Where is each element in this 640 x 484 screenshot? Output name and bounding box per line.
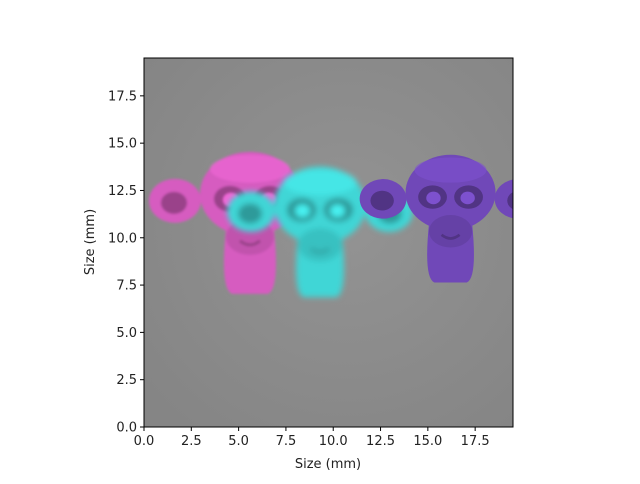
y-tick-label: 12.5: [108, 184, 137, 199]
y-tick-label: 5.0: [116, 326, 137, 341]
muzzle: [297, 228, 343, 262]
x-tick-label: 2.5: [181, 434, 202, 449]
x-tick-label: 17.5: [461, 434, 490, 449]
x-tick-label: 7.5: [276, 434, 297, 449]
right-eye: [460, 191, 475, 205]
left-ear-inner: [238, 203, 263, 224]
right-ear-inner: [507, 192, 513, 210]
right-eye: [330, 204, 345, 218]
y-tick-label: 7.5: [116, 279, 137, 294]
muzzle: [428, 215, 473, 248]
monkey-head: [359, 154, 513, 283]
y-tick-label: 15.0: [108, 137, 137, 152]
y-tick-label: 0.0: [116, 421, 137, 436]
brow-highlight: [209, 154, 290, 183]
left-ear-inner: [160, 191, 187, 214]
x-tick-label: 10.0: [319, 434, 348, 449]
x-tick-label: 5.0: [228, 434, 249, 449]
objects-layer: [148, 151, 513, 298]
x-tick-label: 15.0: [413, 434, 442, 449]
mouth: [239, 239, 261, 247]
right-ear: [494, 179, 513, 219]
y-tick-label: 17.5: [108, 89, 137, 104]
y-axis-label: Size (mm): [83, 209, 98, 275]
x-axis-label: Size (mm): [295, 457, 361, 472]
y-tick-label: 10.0: [108, 231, 137, 246]
left-ear-inner: [370, 190, 394, 211]
y-ticks: 0.0 2.5 5.0 7.5 10.0 12.5 15.0 17.5: [108, 89, 144, 436]
y-tick-label: 2.5: [116, 373, 137, 388]
left-eye: [426, 191, 441, 205]
brow-highlight: [283, 169, 357, 196]
x-ticks: 0.0 2.5 5.0 7.5 10.0 12.5 15.0 17.5: [134, 427, 490, 449]
x-tick-label: 0.0: [134, 434, 155, 449]
image-area: [144, 58, 513, 427]
mouth: [309, 247, 331, 254]
left-eye: [295, 204, 310, 218]
x-tick-label: 12.5: [366, 434, 395, 449]
mouth: [440, 233, 461, 240]
axes-frame: [143, 57, 514, 428]
brow-highlight: [414, 157, 487, 183]
